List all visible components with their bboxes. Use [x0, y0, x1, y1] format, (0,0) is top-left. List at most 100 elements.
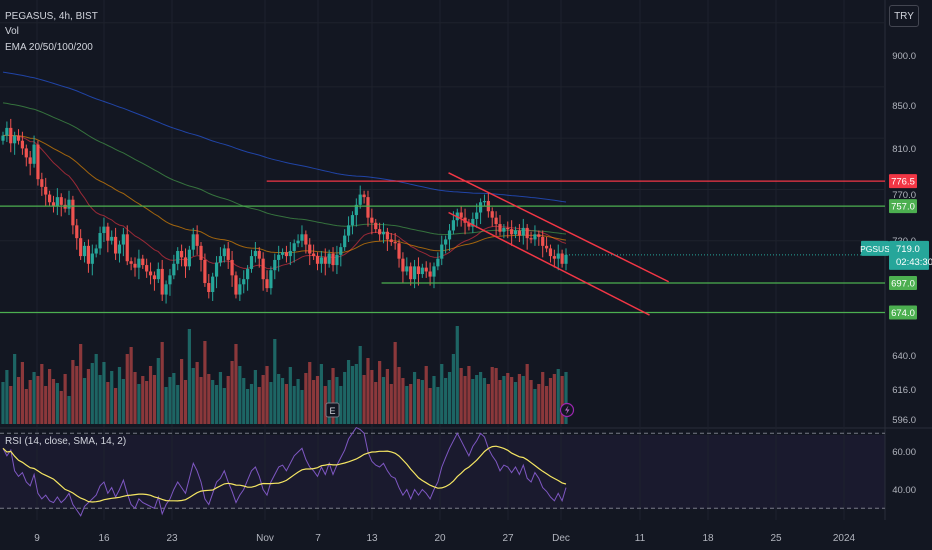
- candle-body: [133, 263, 137, 268]
- candle-body: [370, 217, 374, 223]
- volume-bar: [265, 366, 269, 424]
- volume-bar: [1, 382, 5, 424]
- volume-bar: [71, 360, 75, 424]
- candle-body: [199, 245, 203, 260]
- rsi-ma-line: [2, 445, 567, 503]
- price-tag[interactable]: [889, 305, 917, 320]
- candle-body: [36, 144, 40, 180]
- candle-body: [502, 227, 506, 232]
- candle-body: [494, 217, 498, 225]
- volume-bar: [191, 368, 195, 424]
- volume-bar: [148, 366, 153, 424]
- candle-body: [145, 265, 149, 272]
- candle-body: [277, 254, 281, 260]
- currency-button[interactable]: TRY: [889, 5, 919, 27]
- price-axis-tick: 810.0: [892, 144, 916, 155]
- volume-bar: [214, 385, 219, 424]
- candle-body: [475, 212, 479, 219]
- symbol-legend[interactable]: PEGASUS, 4h, BIST: [5, 11, 98, 22]
- rsi-legend[interactable]: RSI (14, close, SMA, 14, 2): [5, 436, 127, 447]
- volume-bar: [176, 385, 180, 424]
- volume-bar: [312, 380, 316, 424]
- symbol-name-tag[interactable]: [861, 240, 889, 256]
- candle-body: [451, 220, 455, 231]
- volume-bar: [253, 370, 257, 424]
- price-tag-label: 776.5: [891, 177, 915, 188]
- price-tag[interactable]: [889, 199, 917, 214]
- volume-bar: [55, 383, 59, 424]
- volume-bar: [451, 354, 455, 424]
- candle-body: [432, 266, 436, 277]
- candle-body: [137, 258, 141, 268]
- candle-body: [552, 256, 556, 259]
- rsi-axis-tick: 40.00: [892, 485, 916, 496]
- current-price-tag[interactable]: [889, 240, 929, 270]
- volume-bar: [424, 366, 428, 424]
- volume-bar: [428, 388, 432, 424]
- volume-bar: [238, 366, 242, 424]
- candle-body: [428, 271, 432, 277]
- candle-body: [447, 230, 452, 240]
- candle-body: [55, 197, 59, 207]
- volume-bar: [288, 367, 292, 424]
- candle-body: [230, 259, 234, 276]
- candle-body: [544, 245, 549, 249]
- volume-bar: [183, 380, 188, 424]
- candle-body: [560, 253, 564, 264]
- candle-body: [273, 259, 277, 271]
- candle-body: [304, 234, 308, 245]
- candle-body: [172, 263, 176, 276]
- candle-body: [156, 268, 160, 280]
- price-tag[interactable]: [889, 276, 917, 291]
- candle-body: [265, 279, 269, 289]
- candle-body: [362, 194, 366, 198]
- earnings-marker[interactable]: E: [325, 402, 340, 418]
- volume-bar: [28, 380, 32, 424]
- candle-body: [253, 250, 257, 257]
- price-axis-tick: 640.0: [892, 351, 916, 362]
- candle-body: [409, 266, 413, 280]
- volume-bar: [506, 373, 510, 424]
- candle-body: [529, 238, 533, 240]
- time-axis-tick: 20: [434, 533, 446, 544]
- volume-bar: [13, 354, 17, 424]
- volume-bar: [308, 362, 312, 424]
- time-axis-tick: 16: [98, 533, 110, 544]
- candle-body: [467, 222, 471, 227]
- volume-bar: [117, 367, 122, 424]
- trend-channel-upper-line[interactable]: [448, 172, 670, 283]
- candle-body: [300, 234, 304, 241]
- candle-body: [257, 250, 261, 259]
- candle-body: [195, 234, 199, 246]
- candle-body: [284, 252, 289, 257]
- volume-bar: [331, 368, 335, 424]
- volume-bar: [521, 376, 525, 424]
- time-axis-tick: 7: [315, 533, 321, 544]
- volume-legend[interactable]: Vol: [5, 26, 19, 37]
- candle-body: [218, 256, 223, 263]
- candle-body: [222, 248, 226, 257]
- volume-bar: [195, 362, 199, 424]
- candle-body: [389, 239, 393, 243]
- volume-bar: [498, 380, 502, 424]
- volume-bar: [207, 374, 211, 424]
- candle-body: [117, 244, 122, 254]
- volume-bar: [121, 379, 125, 424]
- price-tag[interactable]: [889, 174, 917, 189]
- volume-bar: [564, 372, 568, 424]
- trend-channel-lower-line[interactable]: [448, 211, 650, 316]
- countdown-label: 02:43:30: [896, 257, 932, 268]
- volume-bar: [110, 371, 114, 424]
- ema-legend[interactable]: EMA 20/50/100/200: [5, 42, 93, 53]
- time-axis-tick: 27: [502, 533, 514, 544]
- candle-body: [490, 211, 494, 218]
- volume-bar: [537, 384, 541, 424]
- volume-bar: [319, 364, 323, 424]
- candle-body: [556, 253, 560, 259]
- volume-bar: [362, 375, 366, 424]
- candle-body: [346, 225, 351, 236]
- candle-body: [211, 276, 215, 292]
- candle-body: [148, 271, 153, 276]
- candle-body: [378, 229, 382, 235]
